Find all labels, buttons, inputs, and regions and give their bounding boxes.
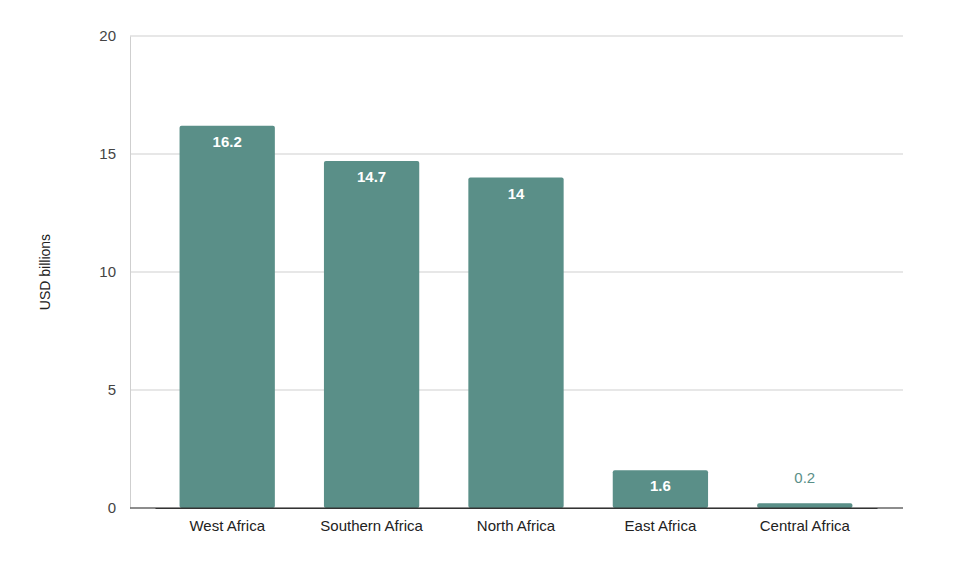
bar xyxy=(324,161,419,508)
y-axis: 0 5 10 15 20 xyxy=(99,27,130,516)
x-tick-label: Central Africa xyxy=(760,517,851,534)
data-label: 14 xyxy=(508,185,525,202)
x-tick: East Africa xyxy=(625,508,697,534)
x-tick-label: Southern Africa xyxy=(320,517,423,534)
y-tick-label: 20 xyxy=(99,27,116,44)
x-tick: Central Africa xyxy=(760,508,851,534)
x-tick-label: West Africa xyxy=(189,517,265,534)
x-tick: West Africa xyxy=(189,508,265,534)
x-tick-label: North Africa xyxy=(477,517,556,534)
y-tick: 0 xyxy=(108,499,130,516)
y-tick: 10 xyxy=(99,263,130,280)
y-tick-label: 0 xyxy=(108,499,116,516)
data-label: 0.2 xyxy=(794,469,815,486)
chart: 0 5 10 15 20 USD billions West Africa Southern … xyxy=(0,0,968,566)
y-tick: 20 xyxy=(99,27,130,44)
y-tick: 5 xyxy=(108,381,130,398)
data-label: 16.2 xyxy=(213,133,242,150)
x-tick-label: East Africa xyxy=(625,517,697,534)
grid-line xyxy=(130,508,903,509)
bar xyxy=(757,503,852,508)
x-axis: West Africa Southern Africa North Africa Ea… xyxy=(156,508,878,534)
x-tick: Southern Africa xyxy=(320,508,423,534)
x-axis-line xyxy=(156,508,878,509)
grid-line xyxy=(130,36,903,37)
y-tick: 15 xyxy=(99,145,130,162)
grid xyxy=(130,36,903,508)
bar xyxy=(468,178,563,508)
bars xyxy=(180,126,853,508)
y-axis-line xyxy=(130,37,131,509)
bar xyxy=(180,126,275,508)
y-tick-label: 5 xyxy=(108,381,116,398)
baseline xyxy=(130,508,903,509)
data-label: 14.7 xyxy=(357,168,386,185)
data-label: 1.6 xyxy=(650,477,671,494)
x-tick: North Africa xyxy=(477,508,556,534)
data-labels: 16.2 14.7 14 1.6 0.2 xyxy=(213,133,816,495)
y-axis-title: USD billions xyxy=(37,234,53,310)
bar xyxy=(613,470,708,508)
y-tick-label: 10 xyxy=(99,263,116,280)
y-tick-label: 15 xyxy=(99,145,116,162)
